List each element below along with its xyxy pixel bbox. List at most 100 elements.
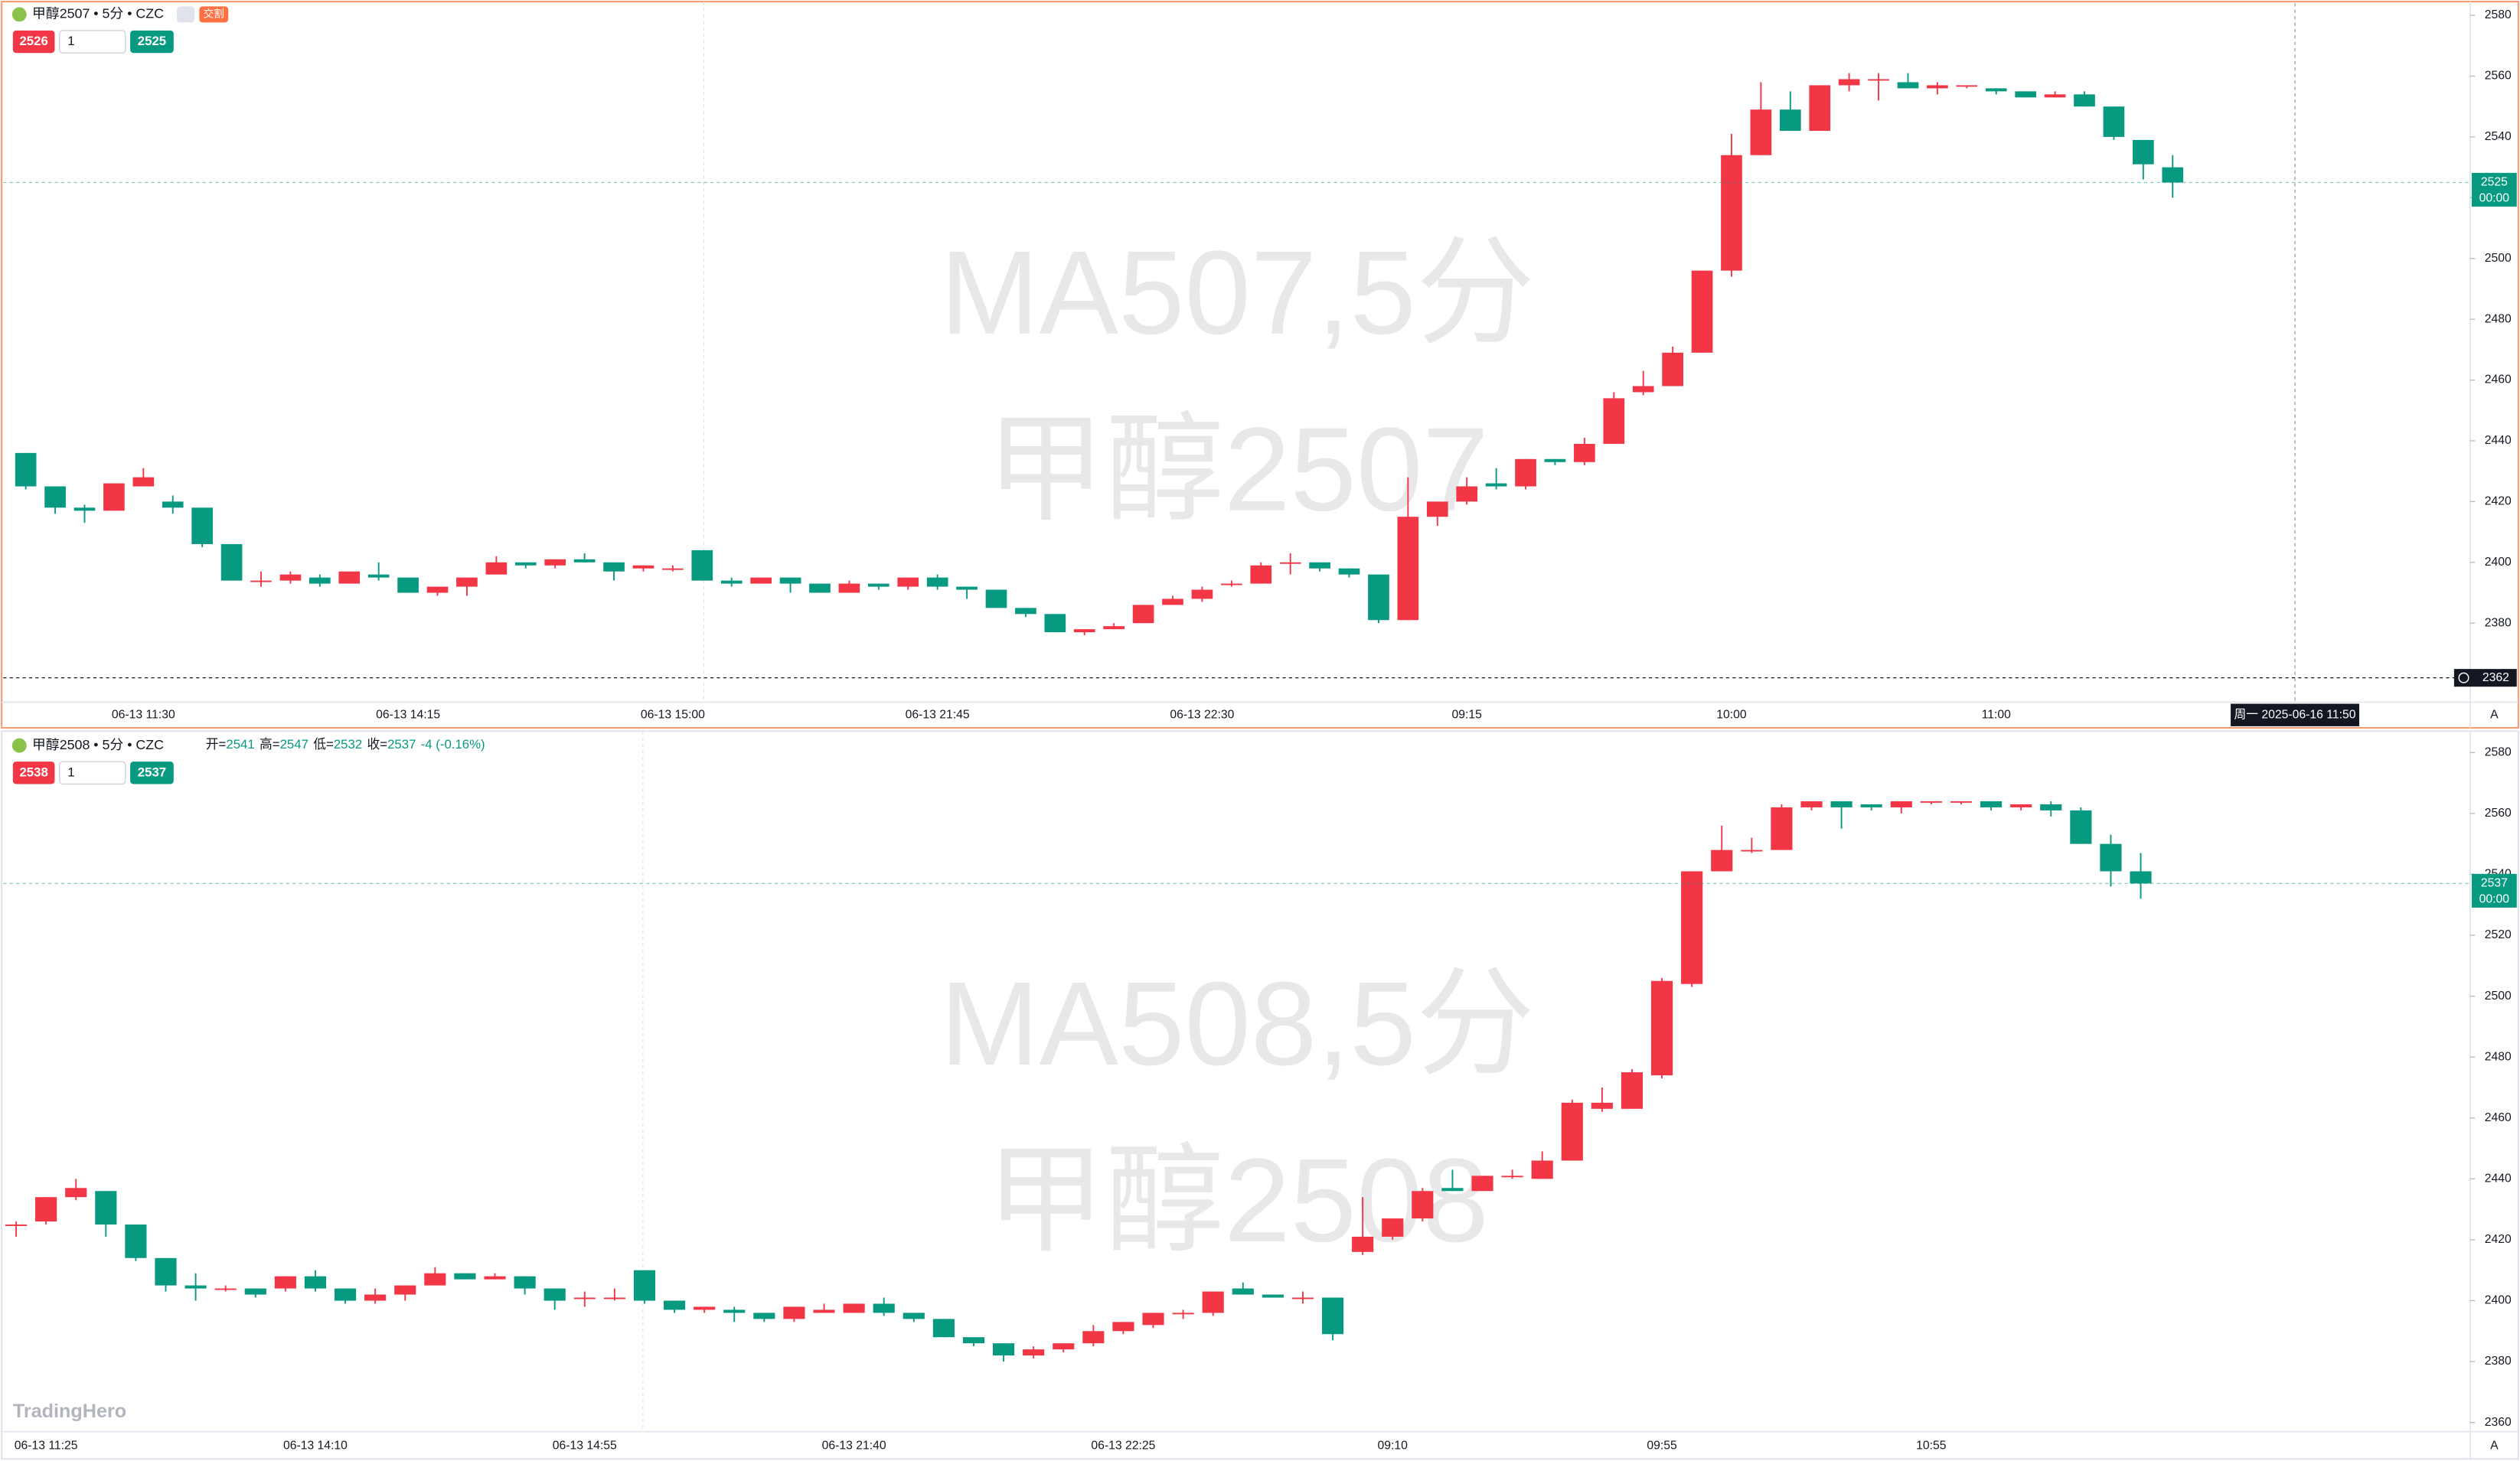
y-tick-label: 2440: [2485, 434, 2512, 447]
candle-body: [485, 562, 508, 575]
candle-body: [514, 1276, 536, 1289]
chart-title: 甲醇2507 • 5分 • CZC: [32, 6, 164, 21]
candle-body: [544, 559, 566, 566]
candle-body: [783, 1306, 805, 1319]
crosshair-time-badge: [2231, 703, 2360, 726]
candle-body: [873, 1303, 895, 1313]
candle-body: [662, 568, 684, 570]
candle-body: [2074, 94, 2095, 107]
x-tick-label: 06-13 22:25: [1091, 1440, 1155, 1453]
candle-body: [1890, 801, 1912, 807]
x-tick-label: 06-13 22:30: [1170, 708, 1234, 721]
candle-body: [1426, 501, 1448, 517]
candle-body: [1291, 1297, 1314, 1300]
candle-body: [1103, 626, 1125, 630]
candle-body: [1352, 1236, 1374, 1252]
buy-button-label[interactable]: 2525: [138, 34, 166, 48]
quantity-input[interactable]: [59, 30, 126, 54]
y-tick-label: 2480: [2485, 1050, 2512, 1063]
candle-body: [1321, 1297, 1344, 1335]
x-tick-label: 06-13 21:45: [906, 708, 970, 721]
quantity-label[interactable]: 1: [67, 34, 74, 48]
candle-body: [1202, 1291, 1224, 1313]
candle-body: [155, 1257, 177, 1286]
sell-button-label[interactable]: 2538: [19, 765, 47, 779]
candle-body: [956, 586, 978, 590]
candle-body: [813, 1309, 835, 1313]
candle-body: [1868, 79, 1889, 81]
candle-body: [1721, 155, 1742, 271]
legend-label: 开=: [206, 738, 227, 752]
y-tick-label: 2520: [2485, 928, 2512, 941]
candle-body: [1015, 608, 1036, 615]
candle-body: [838, 583, 860, 593]
candle-body: [1927, 85, 1948, 89]
panel-border: [1, 730, 2519, 1460]
watermark: MA508,5分: [940, 957, 1535, 1090]
candle-body: [244, 1288, 266, 1295]
x-tick-label: 06-13 14:10: [283, 1440, 348, 1453]
candle-body: [723, 1309, 746, 1313]
candle-body: [484, 1276, 506, 1280]
quantity-input[interactable]: [59, 761, 126, 785]
candle-body: [65, 1188, 87, 1198]
candle-body: [543, 1288, 566, 1301]
candle-body: [691, 550, 713, 581]
logo: TradingHero: [13, 1401, 126, 1422]
candle-body: [191, 507, 213, 544]
last-price-label: 2525: [2481, 176, 2508, 189]
sell-button[interactable]: [12, 30, 55, 54]
candle-body: [397, 577, 419, 593]
chart-title: 甲醇2508 • 5分 • CZC: [32, 737, 164, 752]
candle-body: [1262, 1294, 1284, 1298]
candle-body: [424, 1273, 446, 1286]
candle-body: [1232, 1288, 1254, 1295]
auto-scale-button[interactable]: A: [2490, 1440, 2499, 1453]
buy-button[interactable]: [130, 30, 174, 54]
legend-label: 低=: [313, 738, 334, 752]
candle-body: [309, 577, 331, 584]
last-price-badge: [2471, 873, 2517, 908]
crosshair-price-badge: [2453, 669, 2517, 687]
candle-body: [394, 1285, 416, 1295]
candle-body: [1023, 1349, 1045, 1356]
candle-body: [2044, 94, 2066, 98]
sell-button-label[interactable]: 2526: [19, 34, 47, 48]
delivery-badge: [199, 6, 229, 23]
sell-button[interactable]: [12, 761, 55, 784]
candle-body: [985, 589, 1007, 608]
quantity-label[interactable]: 1: [67, 765, 74, 779]
candle-body: [1897, 82, 1919, 89]
candle-body: [779, 577, 801, 584]
candle-body: [992, 1343, 1015, 1356]
candle-body: [720, 580, 743, 584]
candle-body: [1531, 1160, 1553, 1179]
candle-body: [2100, 843, 2122, 872]
x-tick-label: 06-13 14:15: [376, 708, 440, 721]
candle-body: [1082, 1331, 1105, 1344]
eye-pill: [176, 6, 195, 23]
y-tick-label: 2400: [2485, 1294, 2512, 1307]
crosshair-icon: [2458, 672, 2469, 683]
candle-body: [1956, 85, 1978, 87]
auto-scale-button[interactable]: A: [2490, 708, 2499, 721]
y-tick-label: 2500: [2485, 990, 2512, 1003]
candle-body: [1172, 1313, 1194, 1315]
candle-body: [514, 562, 537, 566]
candle-body: [73, 507, 96, 511]
candle-body: [1112, 1322, 1134, 1332]
candle-body: [1132, 605, 1154, 624]
buy-button-label[interactable]: 2537: [138, 765, 166, 779]
candle-body: [1279, 562, 1301, 564]
legend-value: 2532: [334, 738, 362, 752]
candle-body: [2040, 804, 2062, 810]
x-tick-label: 06-13 11:25: [15, 1440, 78, 1453]
candle-body: [1397, 517, 1419, 621]
y-tick-label: 2440: [2485, 1172, 2512, 1185]
candle-body: [338, 571, 361, 584]
y-tick-label: 2480: [2485, 312, 2512, 325]
candle-body: [1574, 443, 1595, 462]
candle-body: [15, 452, 37, 487]
candle-body: [663, 1300, 686, 1310]
buy-button[interactable]: [130, 761, 174, 784]
